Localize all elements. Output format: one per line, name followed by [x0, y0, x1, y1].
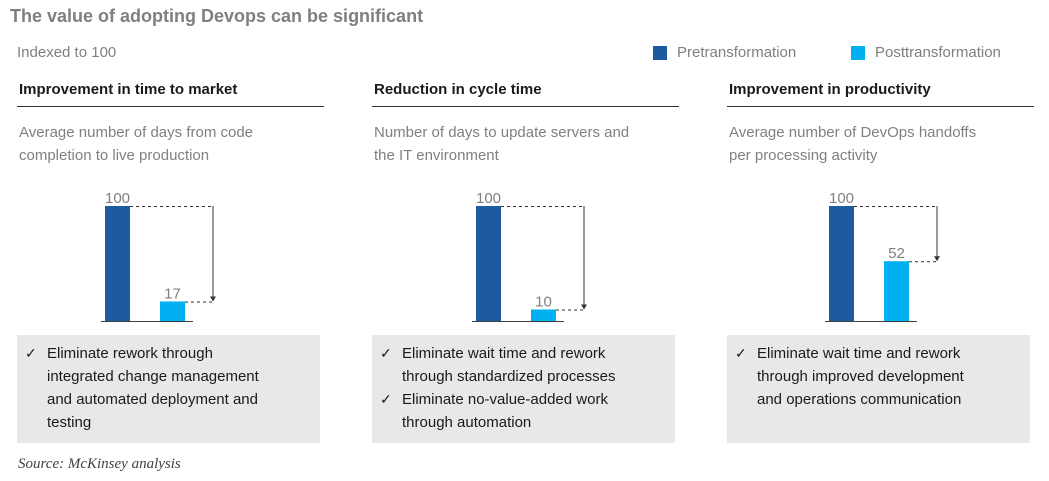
panel-description-line: Average number of days from code: [19, 124, 254, 141]
data-label: 52: [888, 245, 905, 262]
panel-description-line: Number of days to update servers and: [374, 124, 630, 141]
bar-posttransformation: [160, 301, 185, 321]
bar-pretransformation: [829, 206, 854, 321]
note-line: and operations communication: [757, 391, 962, 408]
page-title: The value of adopting Devops can be sign…: [10, 6, 424, 26]
chart-subtitle: Indexed to 100: [17, 44, 117, 61]
note-line: testing: [47, 414, 92, 431]
checkmark-icon: ✓: [735, 345, 747, 361]
note-line: Eliminate wait time and rework: [402, 345, 606, 362]
data-label: 17: [164, 285, 181, 302]
bar-chart: 100 17: [101, 190, 216, 322]
panel-description: Number of days to update servers and the…: [372, 121, 679, 167]
checkmark-icon: ✓: [380, 345, 392, 361]
notes-box: ✓ Eliminate rework through integrated ch…: [17, 335, 320, 443]
panel-cycle-time: Reduction in cycle time Number of days t…: [372, 79, 679, 445]
note-line: Eliminate no-value-added work: [402, 391, 608, 408]
legend-label-pre: Pretransformation: [677, 44, 797, 61]
panel-description: Average number of DevOps handoffs per pr…: [727, 121, 1034, 167]
note-item: ✓ Eliminate rework through integrated ch…: [25, 342, 312, 434]
data-label: 100: [476, 190, 501, 207]
legend-item-pre: Pretransformation: [653, 44, 796, 61]
panel-title: Reduction in cycle time: [372, 79, 679, 107]
data-label: 100: [829, 190, 854, 207]
note-line: integrated change management: [47, 368, 259, 385]
note-line: and automated deployment and: [47, 391, 258, 408]
arrow-down-icon: [581, 304, 587, 310]
notes-box: ✓ Eliminate wait time and rework through…: [727, 335, 1030, 443]
checkmark-icon: ✓: [380, 391, 392, 407]
source-note: Source: McKinsey analysis: [18, 456, 181, 472]
panel-description-line: per processing activity: [729, 147, 878, 164]
note-line: Eliminate wait time and rework: [757, 345, 961, 362]
panel-description-line: the IT environment: [374, 147, 499, 164]
note-line: Eliminate rework through: [47, 345, 213, 362]
panel-productivity: Improvement in productivity Average numb…: [727, 79, 1034, 445]
legend-item-post: Posttransformation: [851, 44, 1001, 61]
note-item: ✓ Eliminate wait time and rework through…: [380, 342, 667, 388]
bar-pretransformation: [105, 206, 130, 321]
note-text: Eliminate rework through integrated chan…: [47, 342, 259, 434]
panel-description: Average number of days from code complet…: [17, 121, 324, 167]
note-line: through standardized processes: [402, 368, 616, 385]
panel-time-to-market: Improvement in time to market Average nu…: [17, 79, 324, 445]
notes-box: ✓ Eliminate wait time and rework through…: [372, 335, 675, 443]
bar-posttransformation: [531, 309, 556, 321]
legend-swatch-pre: [653, 45, 667, 60]
arrow-down-icon: [210, 296, 216, 302]
note-line: through improved development: [757, 368, 964, 385]
panel-title: Improvement in time to market: [17, 79, 324, 107]
panel-description-line: completion to live production: [19, 147, 210, 164]
note-item: ✓ Eliminate no-value-added work through …: [380, 388, 667, 434]
note-text: Eliminate no-value-added work through au…: [402, 388, 608, 434]
panel-description-line: Average number of DevOps handoffs: [729, 124, 977, 141]
bar-chart: 100 10: [472, 190, 587, 322]
panel-title: Improvement in productivity: [727, 79, 1034, 107]
data-label: 100: [105, 190, 130, 207]
data-label: 10: [535, 294, 552, 311]
legend-label-post: Posttransformation: [875, 44, 1001, 61]
bar-chart: 100 52: [825, 190, 940, 322]
note-item: ✓ Eliminate wait time and rework through…: [735, 342, 1022, 411]
note-line: through automation: [402, 414, 532, 431]
legend-swatch-post: [851, 45, 865, 60]
note-text: Eliminate wait time and rework through s…: [402, 342, 615, 388]
note-text: Eliminate wait time and rework through i…: [757, 342, 964, 411]
arrow-down-icon: [934, 256, 940, 262]
bar-pretransformation: [476, 206, 501, 321]
bar-posttransformation: [884, 261, 909, 321]
checkmark-icon: ✓: [25, 345, 37, 361]
